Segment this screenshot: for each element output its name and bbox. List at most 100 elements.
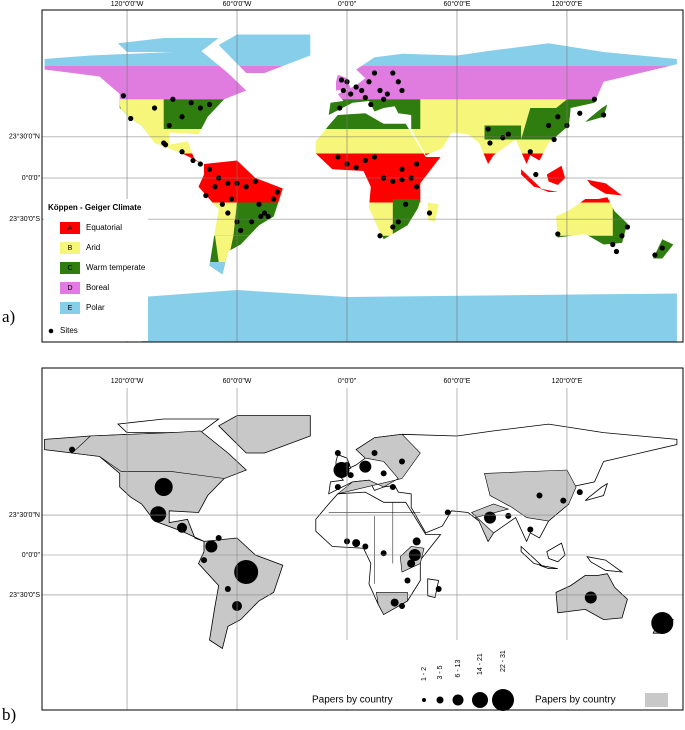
site bbox=[505, 131, 511, 137]
legend-code: C bbox=[67, 265, 72, 272]
site bbox=[256, 201, 262, 207]
site bbox=[249, 219, 255, 225]
site bbox=[377, 87, 383, 94]
site bbox=[338, 77, 345, 83]
site bbox=[359, 87, 365, 94]
legend-swatch bbox=[60, 302, 80, 314]
legend: Papers by country 1 - 2 3 - 5 6 - 13 14 - 21… bbox=[300, 640, 680, 711]
site bbox=[619, 233, 625, 239]
country-bubble bbox=[398, 458, 405, 465]
country-bubble bbox=[505, 512, 512, 519]
country-bubble bbox=[150, 506, 167, 523]
site bbox=[274, 189, 280, 195]
panel-label: b) bbox=[2, 705, 16, 724]
legend-swatch bbox=[60, 222, 80, 234]
legend-bubble bbox=[492, 689, 514, 711]
country-bubble bbox=[201, 557, 208, 564]
graticule-label: 60°0'0"W bbox=[223, 377, 252, 385]
site bbox=[399, 166, 405, 172]
legend-swatch bbox=[645, 693, 668, 707]
country-bubble bbox=[371, 450, 378, 456]
legend-swatch bbox=[60, 282, 80, 294]
country bbox=[198, 537, 284, 650]
country-bubble bbox=[398, 603, 405, 609]
country bbox=[427, 578, 440, 598]
country bbox=[546, 542, 566, 563]
antarctica bbox=[141, 290, 677, 342]
site bbox=[368, 101, 374, 108]
country-bubble bbox=[576, 489, 583, 496]
site bbox=[371, 154, 378, 160]
graticule-label: 120°0'0"E bbox=[552, 377, 583, 385]
legend-code: B bbox=[68, 245, 73, 252]
site bbox=[340, 87, 346, 94]
country-bubble bbox=[404, 577, 411, 584]
legend-bubble bbox=[452, 694, 464, 706]
legend-code: A bbox=[68, 225, 73, 232]
legend-swatch bbox=[60, 262, 80, 274]
site bbox=[395, 79, 401, 85]
legend-bubble bbox=[472, 692, 488, 708]
legend-label: 14 - 21 bbox=[477, 653, 484, 675]
country-bubble bbox=[224, 586, 231, 592]
legend-label: Sites bbox=[60, 326, 78, 335]
site bbox=[228, 196, 235, 202]
graticule-label: 60°0'0"E bbox=[444, 0, 471, 8]
site bbox=[206, 166, 213, 172]
site bbox=[390, 70, 396, 76]
legend-title: Papers by country bbox=[535, 695, 616, 706]
panel-frame bbox=[41, 367, 684, 711]
site bbox=[166, 122, 172, 129]
site bbox=[652, 252, 658, 258]
site bbox=[170, 96, 176, 102]
site bbox=[395, 219, 401, 225]
country-with-papers bbox=[337, 433, 421, 495]
site bbox=[362, 157, 368, 164]
site bbox=[225, 180, 231, 186]
site bbox=[261, 210, 268, 216]
country-bubble bbox=[334, 484, 341, 490]
site bbox=[485, 126, 491, 132]
graticule-label: 23°30'0"S bbox=[9, 215, 40, 223]
site bbox=[179, 114, 185, 120]
country-bubble bbox=[347, 472, 354, 479]
graticule-label: 60°0'0"W bbox=[223, 0, 252, 8]
map-b bbox=[42, 388, 683, 710]
site bbox=[390, 224, 396, 230]
site bbox=[219, 201, 225, 207]
legend-code: E bbox=[68, 305, 73, 312]
country-bubble bbox=[380, 550, 387, 557]
site bbox=[555, 114, 561, 120]
legend-code: D bbox=[67, 285, 72, 292]
graticule-label: 23°30'0"N bbox=[9, 133, 40, 141]
site bbox=[188, 100, 194, 106]
legend-title: Köppen - Geiger Climate bbox=[48, 203, 142, 212]
climate-zone bbox=[200, 262, 237, 275]
country-bubble bbox=[352, 539, 361, 548]
site bbox=[533, 171, 539, 178]
site bbox=[258, 213, 264, 220]
country-bubble bbox=[380, 470, 387, 477]
site bbox=[335, 154, 341, 160]
site bbox=[151, 105, 158, 111]
legend-label: Boreal bbox=[86, 283, 109, 292]
site bbox=[348, 91, 354, 97]
graticule-label: 0°0'0" bbox=[338, 0, 357, 8]
site bbox=[414, 161, 420, 167]
graticule-label: 60°0'0"E bbox=[444, 377, 471, 385]
graticule-label: 120°0'0"E bbox=[552, 0, 583, 8]
site bbox=[362, 94, 368, 101]
country-bubble bbox=[536, 492, 543, 499]
legend-label: 3 - 5 bbox=[437, 665, 444, 679]
country-bubble bbox=[205, 540, 218, 553]
panel-label: a) bbox=[2, 307, 15, 326]
site bbox=[551, 136, 557, 143]
country-bubble bbox=[389, 484, 396, 490]
country-with-papers bbox=[484, 469, 577, 522]
graticule-label: 120°0'0"W bbox=[111, 0, 144, 8]
country-bubble bbox=[334, 450, 341, 456]
legend-title: Papers by country bbox=[312, 695, 393, 706]
site bbox=[377, 233, 383, 239]
site bbox=[381, 96, 387, 102]
